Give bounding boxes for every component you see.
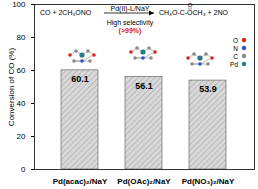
svg-text:53.9: 53.9 xyxy=(199,84,217,94)
svg-text:Conversion of CO (%): Conversion of CO (%) xyxy=(7,48,16,127)
svg-text:Pd(NO₃)₂/NaY: Pd(NO₃)₂/NaY xyxy=(182,177,235,186)
svg-text:(>99%): (>99%) xyxy=(119,27,142,35)
svg-text:20: 20 xyxy=(17,132,26,141)
svg-text:56.1: 56.1 xyxy=(135,81,153,91)
svg-text:High selectivity: High selectivity xyxy=(107,19,154,27)
svg-text:CO + 2CH₃ONO: CO + 2CH₃ONO xyxy=(40,9,92,16)
svg-text:60: 60 xyxy=(17,66,26,75)
svg-text:C: C xyxy=(233,53,238,60)
svg-text:100: 100 xyxy=(12,0,26,9)
svg-text:O: O xyxy=(188,2,193,8)
svg-text:Pd: Pd xyxy=(230,61,238,68)
svg-text:40: 40 xyxy=(17,99,26,108)
svg-text:60.1: 60.1 xyxy=(71,74,89,84)
svg-text:0: 0 xyxy=(21,165,26,174)
svg-text:CH₃O-C-OCH₃ + 2NO: CH₃O-C-OCH₃ + 2NO xyxy=(159,9,228,16)
svg-text:Pd(OAc)₂/NaY: Pd(OAc)₂/NaY xyxy=(117,177,171,186)
svg-text:N: N xyxy=(233,45,238,52)
svg-text:Pd(II)-L/NaY: Pd(II)-L/NaY xyxy=(111,5,150,13)
svg-text:O: O xyxy=(233,37,238,44)
svg-text:80: 80 xyxy=(17,33,26,42)
svg-text:Pd(acac)₂/NaY: Pd(acac)₂/NaY xyxy=(53,177,108,186)
